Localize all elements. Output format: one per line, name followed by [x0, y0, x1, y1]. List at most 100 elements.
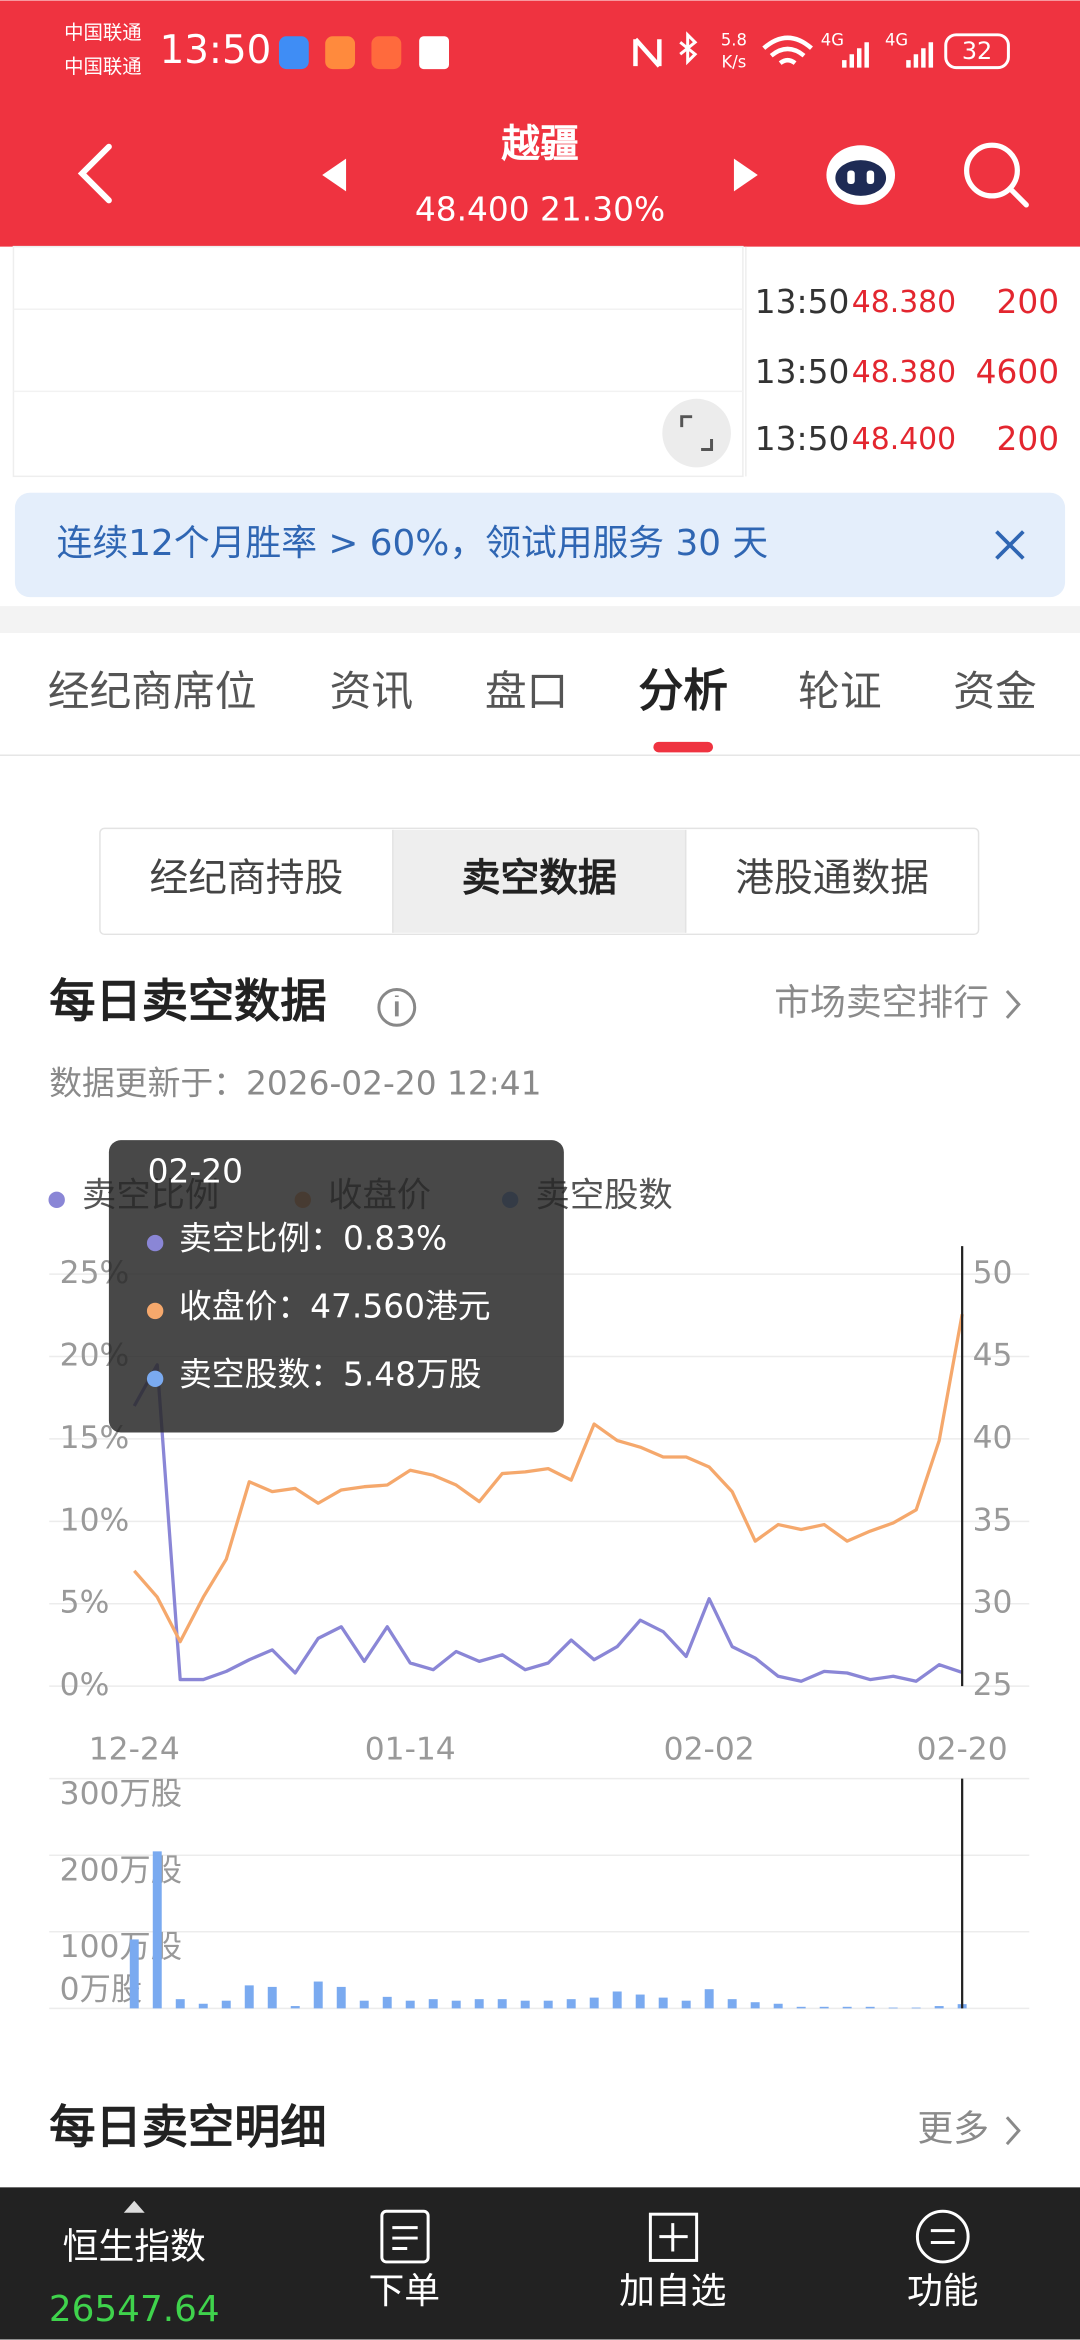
legend-dot [48, 1191, 65, 1209]
tab[interactable]: 资讯 [330, 667, 414, 716]
series-line [133, 1313, 964, 1644]
robot-face [835, 160, 887, 196]
y-tick-label: 300万股 [60, 1776, 182, 1812]
section-link[interactable]: 市场卖空排行 [774, 982, 989, 1023]
bar [520, 2000, 530, 2009]
bar [405, 2000, 415, 2009]
robot-eye [866, 170, 875, 184]
nav-items: 下单 加自选 功能 [368, 2271, 978, 2312]
assistant-button[interactable] [826, 145, 896, 205]
sub-tab[interactable]: 港股通数据 [735, 856, 929, 901]
sub-tab[interactable]: 卖空数据 [462, 856, 617, 901]
trade-time: 13:50 [755, 283, 850, 321]
nav-item[interactable]: 功能 [907, 2271, 979, 2312]
tab[interactable]: 轮证 [798, 667, 882, 716]
watchlist-icon [648, 2212, 699, 2262]
bar [175, 1999, 185, 2009]
app-icon [371, 36, 402, 70]
x-tick-label: 02-02 [664, 1731, 755, 1767]
y-tick-label: 0万股 [60, 1971, 143, 2007]
x-tick-label: 02-20 [917, 1731, 1008, 1767]
signal-icon [842, 42, 869, 68]
nav-item[interactable]: 下单 [368, 2271, 440, 2312]
tab[interactable]: 经纪商席位 [48, 667, 257, 716]
icon-shape [392, 2226, 418, 2250]
next-stock[interactable] [733, 158, 758, 192]
series-line [132, 1363, 963, 1683]
icon-shape [380, 2209, 430, 2264]
battery-icon [944, 33, 1010, 70]
bar [865, 2006, 875, 2009]
search-icon [1007, 185, 1029, 208]
search-button[interactable] [964, 142, 1029, 208]
bar [543, 2000, 553, 2009]
section-title: 每日卖空数据 [49, 974, 326, 1028]
nfc-icon [633, 37, 662, 68]
robot-eye [847, 170, 855, 184]
promo-banner[interactable] [14, 492, 1066, 598]
back-button[interactable] [77, 143, 112, 204]
info-icon[interactable] [377, 988, 417, 1027]
expand-arrow[interactable] [123, 2200, 145, 2213]
section-link[interactable]: 更多 [917, 2109, 989, 2150]
icon-shape [659, 2223, 688, 2252]
order-icon [380, 2209, 430, 2264]
bar [635, 1994, 645, 2009]
y2-tick-label: 35 [973, 1502, 1013, 1538]
tooltip-dot [146, 1234, 164, 1252]
expand-button[interactable] [662, 398, 731, 468]
bar [267, 1986, 277, 2009]
index-name[interactable]: 恒生指数 [63, 2227, 206, 2268]
update-time: 数据更新于：2026-02-20 12:41 [49, 1064, 541, 1102]
bar [129, 1939, 139, 2009]
trade-volume: 200 [997, 283, 1060, 321]
bar [290, 2006, 300, 2009]
tab[interactable]: 资金 [953, 667, 1037, 716]
expand-icon [680, 415, 714, 451]
bar [796, 2006, 806, 2009]
y-tick-label: 100万股 [60, 1929, 182, 1965]
app-icon [419, 36, 450, 70]
bar [658, 1997, 668, 2009]
net-speed: 5.8 [721, 30, 747, 49]
trade-price: 48.400 [852, 422, 956, 457]
bar [428, 1999, 438, 2009]
bar [497, 1999, 507, 2009]
tab[interactable]: 盘口 [485, 667, 568, 716]
sub-tab-active-bg [392, 829, 686, 933]
section-title: 每日卖空明细 [49, 2100, 326, 2154]
tab[interactable]: 分析 [638, 664, 727, 717]
tooltip-date: 02-20 [148, 1152, 243, 1190]
clock: 13:50 [160, 28, 272, 73]
header-bg [0, 0, 1080, 247]
stock-name: 越疆 [501, 122, 579, 167]
bar [451, 2000, 461, 2009]
bar [152, 1851, 162, 2009]
search-icon [964, 142, 1020, 199]
tooltip-row: 卖空股数：5.48万股 [179, 1355, 482, 1393]
bar [612, 1991, 622, 2009]
y2-tick-label: 25 [973, 1667, 1013, 1703]
bar [727, 1999, 737, 2009]
sub-tab[interactable]: 经纪商持股 [149, 856, 343, 901]
bottom-nav [0, 2187, 1080, 2340]
tooltip-dot [146, 1302, 164, 1320]
prev-stock[interactable] [322, 158, 347, 192]
tab-bar: 经纪商席位 资讯 盘口 分析 轮证 资金 [48, 664, 1037, 753]
bar [934, 2006, 944, 2009]
trade-price: 48.380 [852, 355, 956, 390]
carrier: 中国联通 [64, 55, 142, 78]
net-speed-unit: K/s [722, 53, 747, 72]
carrier: 中国联通 [64, 21, 142, 44]
bar [842, 2006, 852, 2009]
bar [773, 2003, 783, 2009]
close-banner[interactable] [995, 530, 1025, 560]
x-tick-label: 01-14 [365, 1731, 456, 1767]
tooltip-bg [108, 1140, 564, 1433]
app-icon [278, 36, 309, 70]
y2-tick-label: 30 [973, 1585, 1013, 1621]
signal-type: 4G [885, 30, 908, 49]
nav-item[interactable]: 加自选 [619, 2271, 726, 2312]
signal-type: 4G [821, 30, 844, 49]
